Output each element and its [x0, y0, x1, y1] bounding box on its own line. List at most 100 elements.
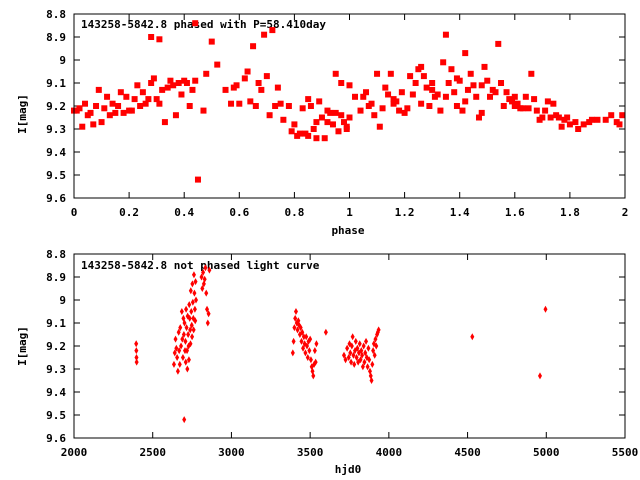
- unphased-y-tick-label: 8.8: [46, 248, 66, 261]
- phased-data-point: [542, 107, 549, 114]
- phased-data-point: [459, 107, 466, 114]
- unphased-data-point: [293, 314, 298, 322]
- phased-x-tick-label: 0.6: [229, 206, 249, 219]
- phased-data-point: [423, 84, 430, 91]
- unphased-data-points: [134, 264, 548, 424]
- unphased-data-point: [185, 365, 190, 373]
- phased-data-point: [79, 123, 86, 130]
- phased-data-point: [580, 121, 587, 128]
- phased-data-point: [128, 107, 135, 114]
- unphased-data-point: [183, 337, 188, 345]
- phased-light-curve-panel: 143258-5842.8 phased with P=58.410day ph…: [16, 8, 628, 237]
- phased-data-point: [575, 126, 582, 132]
- phased-data-point: [332, 109, 339, 116]
- phased-y-tick-label: 9.6: [46, 192, 66, 205]
- phased-axis-ticks: 0 0.2 0.4 0.6 0.8 1 1.2 1.4 1.6 1.8 2 8.8 8.9 9 9.1 9.2…: [46, 8, 628, 219]
- unphased-data-point: [349, 358, 354, 366]
- phased-data-point: [285, 103, 292, 109]
- phased-data-point: [522, 93, 529, 100]
- phased-data-point: [376, 123, 383, 130]
- unphased-data-point: [180, 335, 185, 343]
- phased-data-point: [150, 75, 157, 82]
- phased-x-tick-label: 0.4: [174, 206, 194, 219]
- phased-data-point: [313, 119, 320, 126]
- unphased-data-point: [345, 344, 350, 352]
- phased-data-point: [588, 116, 595, 123]
- phased-x-tick-label: 1.2: [395, 206, 415, 219]
- phased-data-point: [104, 93, 111, 100]
- unphased-data-point: [191, 271, 196, 279]
- phased-data-point: [186, 103, 193, 109]
- unphased-data-point: [341, 351, 346, 359]
- phased-data-point: [148, 80, 155, 86]
- phased-data-point: [442, 93, 449, 100]
- phased-x-tick-label: 2: [622, 206, 629, 219]
- unphased-data-point: [193, 317, 198, 325]
- phased-data-point: [481, 63, 488, 70]
- unphased-data-point: [470, 333, 475, 341]
- unphased-data-point: [186, 356, 191, 364]
- phased-data-point: [531, 96, 538, 103]
- unphased-data-point: [355, 344, 360, 352]
- phased-data-point: [484, 77, 491, 84]
- phased-x-tick-label: 0.2: [119, 206, 139, 219]
- phased-data-point: [244, 68, 251, 75]
- phased-data-point: [407, 73, 414, 80]
- phased-data-point: [189, 86, 196, 93]
- unphased-data-point: [190, 333, 195, 341]
- phased-data-point: [153, 96, 160, 103]
- phased-data-point: [332, 70, 339, 77]
- phased-data-point: [473, 93, 480, 100]
- unphased-data-point: [372, 351, 377, 359]
- phased-data-point: [214, 61, 221, 68]
- phased-data-point: [492, 89, 499, 96]
- phased-data-point: [533, 107, 540, 114]
- phased-data-point: [426, 103, 433, 109]
- unphased-y-tick-label: 9.5: [46, 409, 66, 422]
- phased-data-point: [594, 116, 601, 123]
- unphased-data-point: [204, 289, 209, 297]
- phased-data-point: [352, 93, 359, 100]
- phased-data-point: [263, 73, 270, 80]
- phased-x-tick-label: 0: [71, 206, 78, 219]
- unphased-data-point: [370, 360, 375, 368]
- unphased-data-point: [183, 358, 188, 366]
- phased-data-point: [167, 77, 174, 84]
- unphased-data-point: [351, 351, 356, 359]
- unphased-data-point: [374, 342, 379, 350]
- unphased-data-point: [186, 331, 191, 338]
- phased-y-axis-label: I[mag]: [16, 94, 29, 134]
- unphased-data-point: [360, 363, 365, 371]
- phased-data-point: [616, 121, 623, 128]
- unphased-data-point: [199, 273, 204, 281]
- phased-data-point: [145, 96, 152, 103]
- unphased-y-axis-label: I[mag]: [16, 326, 29, 366]
- phased-data-point: [87, 109, 94, 116]
- phased-data-points: [71, 20, 626, 183]
- phased-data-point: [296, 130, 303, 137]
- unphased-data-point: [173, 335, 178, 343]
- unphased-data-point: [184, 305, 189, 313]
- unphased-data-point: [308, 356, 313, 364]
- unphased-data-point: [298, 324, 303, 332]
- phased-data-point: [346, 114, 353, 121]
- phased-data-point: [445, 80, 452, 86]
- phased-data-point: [272, 103, 279, 109]
- unphased-data-point: [207, 266, 212, 274]
- phased-data-point: [222, 86, 229, 93]
- unphased-data-point: [179, 342, 184, 350]
- phased-x-tick-label: 1.4: [450, 206, 470, 219]
- phased-data-point: [280, 116, 287, 123]
- unphased-data-point: [202, 275, 207, 283]
- unphased-data-point: [314, 340, 319, 348]
- unphased-data-point: [174, 344, 179, 352]
- phased-data-point: [360, 93, 367, 100]
- phased-data-point: [93, 103, 100, 109]
- phased-y-tick-label: 9: [59, 54, 66, 67]
- phased-data-point: [329, 121, 336, 128]
- unphased-data-point: [184, 324, 189, 332]
- unphased-data-point: [179, 308, 184, 315]
- phased-data-point: [464, 86, 471, 93]
- phased-data-point: [398, 89, 405, 96]
- phased-data-point: [566, 121, 573, 128]
